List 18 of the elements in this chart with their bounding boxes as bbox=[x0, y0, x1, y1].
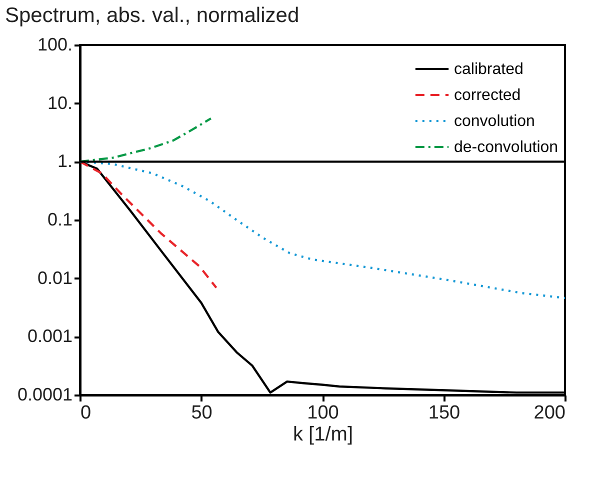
y-tick-label: 0.01 bbox=[37, 268, 72, 288]
x-tick-label: 0 bbox=[80, 402, 92, 424]
y-tick-label: 10. bbox=[47, 92, 72, 113]
y-tick-label: 0.1 bbox=[47, 210, 72, 230]
y-tick-label: 0.001 bbox=[27, 326, 72, 346]
y-tick-label: 0.0001 bbox=[17, 384, 72, 404]
legend-label: de-convolution bbox=[454, 139, 558, 156]
legend-label: convolution bbox=[454, 113, 535, 130]
y-tick-label: 100. bbox=[37, 34, 72, 54]
legend-label: corrected bbox=[454, 87, 521, 104]
x-axis-title: k [1/m] bbox=[292, 424, 354, 446]
y-tick-label: 1. bbox=[57, 151, 72, 172]
x-tick-label: 50 bbox=[191, 402, 212, 424]
x-tick-label: 150 bbox=[428, 402, 460, 424]
legend-label: calibrated bbox=[454, 61, 524, 78]
x-tick-label: 100 bbox=[307, 402, 339, 424]
chart-title: Spectrum, abs. val., normalized bbox=[5, 4, 300, 27]
x-tick-label: 200 bbox=[534, 402, 566, 424]
